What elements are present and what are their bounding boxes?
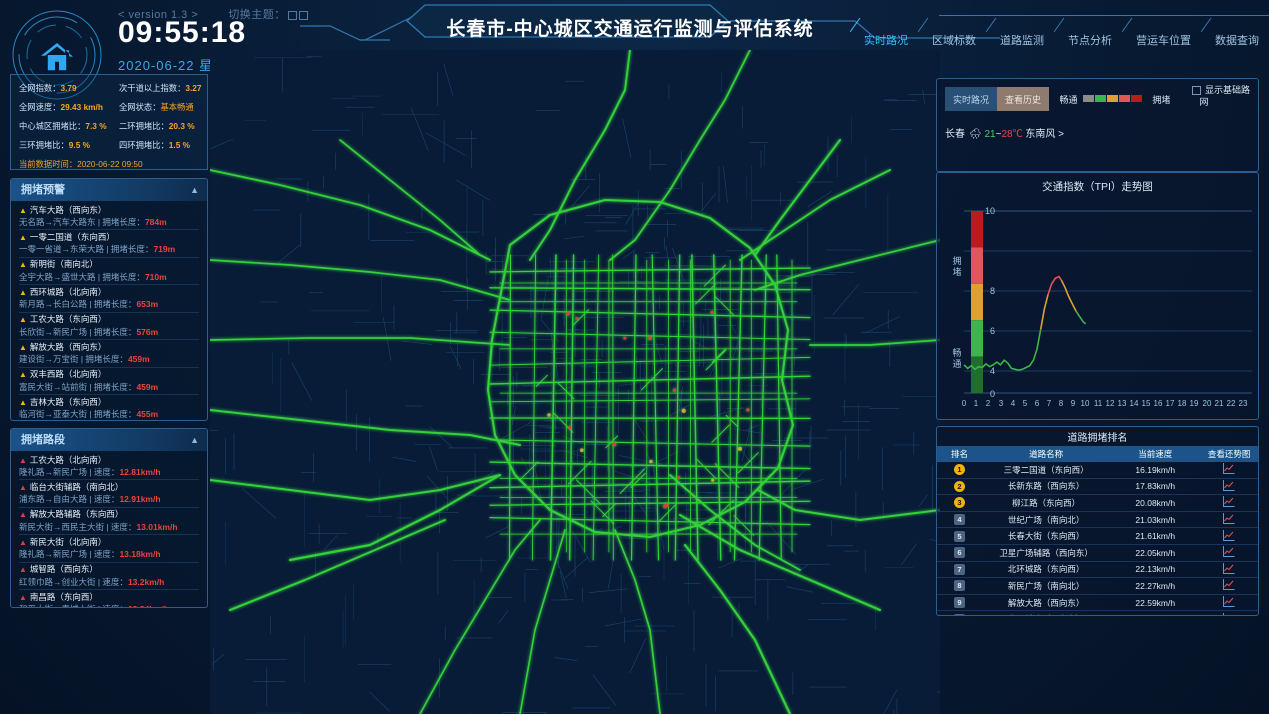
svg-text:14: 14 <box>1130 399 1139 408</box>
svg-text:18: 18 <box>1178 399 1187 408</box>
svg-text:16: 16 <box>1154 399 1163 408</box>
svg-text:2: 2 <box>986 399 991 408</box>
svg-text:0: 0 <box>990 389 995 399</box>
svg-text:6: 6 <box>990 326 995 336</box>
svg-text:12: 12 <box>1106 399 1115 408</box>
svg-text:1: 1 <box>974 399 979 408</box>
svg-text:堵: 堵 <box>952 266 961 277</box>
svg-text:13: 13 <box>1118 399 1127 408</box>
svg-text:5: 5 <box>1023 399 1028 408</box>
svg-text:4: 4 <box>990 366 995 376</box>
svg-text:8: 8 <box>1059 399 1064 408</box>
svg-text:11: 11 <box>1094 399 1103 408</box>
svg-text:10: 10 <box>1081 399 1090 408</box>
svg-text:22: 22 <box>1227 399 1236 408</box>
svg-text:4: 4 <box>1011 399 1016 408</box>
svg-text:通: 通 <box>952 359 961 369</box>
svg-text:3: 3 <box>999 399 1004 408</box>
svg-text:9: 9 <box>1071 399 1076 408</box>
svg-text:20: 20 <box>1203 399 1212 408</box>
svg-text:10: 10 <box>985 206 995 216</box>
svg-text:21: 21 <box>1215 399 1224 408</box>
svg-text:拥: 拥 <box>952 255 961 266</box>
svg-text:17: 17 <box>1166 399 1175 408</box>
svg-text:7: 7 <box>1047 399 1052 408</box>
svg-text:23: 23 <box>1239 399 1248 408</box>
svg-text:0: 0 <box>962 399 967 408</box>
svg-text:8: 8 <box>990 286 995 296</box>
svg-text:6: 6 <box>1035 399 1040 408</box>
svg-text:19: 19 <box>1190 399 1199 408</box>
svg-text:畅: 畅 <box>952 347 961 358</box>
svg-text:15: 15 <box>1142 399 1151 408</box>
